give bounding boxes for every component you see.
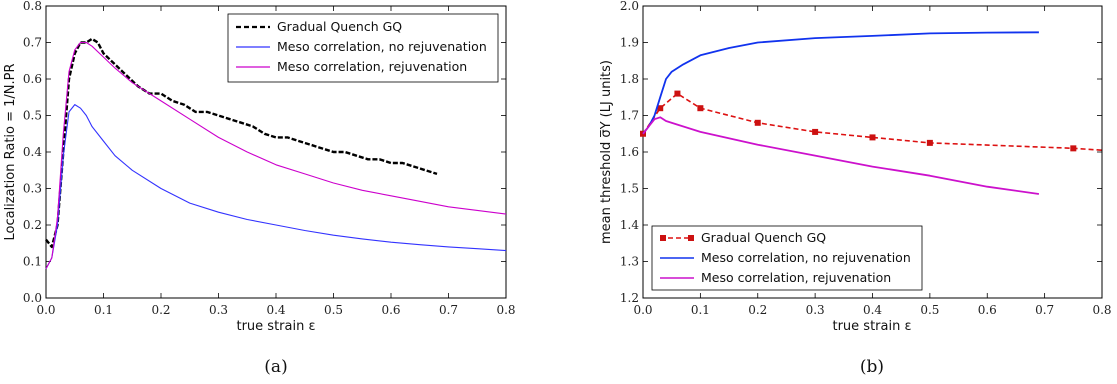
panel-b-x-tick-label: 0.8 (1092, 303, 1111, 317)
panel-b-y-tick-label: 2.0 (620, 0, 639, 13)
panel-a-y-tick-label: 0.2 (23, 218, 42, 232)
panel-b-series (640, 31, 1103, 195)
panel-b-x-tick-label: 0.6 (978, 303, 997, 317)
panel-a-ticks: 0.0 0.1 0.2 0.3 0.4 0.5 0.6 0.7 0.8 0.0 0.1 0.2 0.3 0… (23, 0, 516, 317)
panel-b-marker-gq (657, 105, 664, 112)
panel-b-marker-gq (869, 134, 876, 141)
panel-b-ticks: 0.0 0.1 0.2 0.3 0.4 0.5 0.6 0.7 0.8 1.2 1.3 1.4 1.5 1… (620, 0, 1112, 317)
panel-a-x-tick-label: 0.3 (209, 303, 228, 317)
panel-b-x-tick-label: 0.3 (806, 303, 825, 317)
panel-a-x-tick-label: 0.4 (266, 303, 285, 317)
panel-b-y-tick-label: 1.8 (620, 72, 639, 86)
panel-a-legend-label-gq: Gradual Quench GQ (277, 19, 402, 34)
panel-b-marker-gq (697, 105, 704, 112)
panel-a-x-tick-label: 0.0 (36, 303, 55, 317)
panel-a-x-tick-label: 0.5 (324, 303, 343, 317)
panel-b-legend-label-rejuv: Meso correlation, rejuvenation (701, 270, 891, 285)
panel-b-x-tick-label: 0.5 (920, 303, 939, 317)
panel-a-y-tick-label: 0.7 (23, 36, 42, 50)
panel-b-y-tick-label: 1.4 (620, 218, 639, 232)
panel-b-y-axis-label: mean threshold σ̅Y (LJ units) (599, 60, 614, 244)
panel-b-chart: 0.0 0.1 0.2 0.3 0.4 0.5 0.6 0.7 0.8 1.2 1.3 1.4 1.5 1… (599, 0, 1112, 377)
panel-b-y-tick-label: 1.3 (620, 255, 639, 269)
panel-b-series-gradual-quench-gq (642, 92, 1103, 151)
panel-a-y-tick-label: 0.8 (23, 0, 42, 13)
panel-b-x-tick-label: 0.2 (748, 303, 767, 317)
panel-a-legend: Gradual Quench GQ Meso correlation, no r… (227, 13, 499, 83)
panel-b-legend-box (651, 225, 923, 291)
panel-a-chart: 0.0 0.1 0.2 0.3 0.4 0.5 0.6 0.7 0.8 0.0 0.1 0.2 0.3 0… (3, 0, 516, 377)
panel-b-marker-gq (674, 90, 681, 97)
panel-a-x-tick-label: 0.6 (381, 303, 400, 317)
panel-b-x-tick-label: 0.1 (691, 303, 710, 317)
panel-b-x-tick-label: 0.7 (1035, 303, 1054, 317)
panel-a-y-tick-label: 0.1 (23, 255, 42, 269)
panel-a-y-tick-label: 0.3 (23, 182, 42, 196)
panel-a-caption: (a) (264, 357, 287, 377)
panel-b-y-tick-label: 1.5 (620, 182, 639, 196)
panel-b-legend-label-no-rejuv: Meso correlation, no rejuvenation (701, 250, 911, 265)
panel-b-series-meso-correlation-rejuvenation (642, 116, 1040, 195)
panel-b-y-tick-label: 1.6 (620, 145, 639, 159)
panel-a-y-axis-label: Localization Ratio = 1/N.PR (3, 63, 18, 240)
panel-b-y-tick-label: 1.7 (620, 109, 639, 123)
panel-b-marker-gq (812, 128, 819, 135)
panel-b-x-tick-label: 0.4 (863, 303, 882, 317)
panel-a-x-axis-label: true strain ε (236, 319, 315, 334)
panel-b-marker-gq (1070, 145, 1077, 152)
panel-a-y-tick-label: 0.0 (23, 291, 42, 305)
panel-b-x-axis-label: true strain ε (832, 319, 911, 334)
panel-b-legend-marker-gq-1 (660, 235, 666, 241)
panel-b-series-meso-correlation-no-rejuvenation (642, 31, 1039, 135)
panel-a-legend-label-rejuv: Meso correlation, rejuvenation (277, 59, 467, 74)
panel-a-x-tick-label: 0.2 (151, 303, 170, 317)
panel-a-x-tick-label: 0.8 (496, 303, 515, 317)
panel-b-caption: (b) (860, 357, 884, 377)
panel-b-legend: Gradual Quench GQ Meso correlation, no r… (651, 225, 923, 291)
panel-a-series (45, 37, 507, 270)
panel-a-x-tick-label: 0.1 (94, 303, 113, 317)
panel-a-y-tick-label: 0.6 (23, 72, 42, 86)
panel-a-series-meso-correlation-no-rejuvenation (45, 104, 507, 270)
panel-b-legend-label-gq: Gradual Quench GQ (701, 230, 826, 245)
panel-b-x-tick-label: 0.0 (633, 303, 652, 317)
panel-a-x-tick-label: 0.7 (439, 303, 458, 317)
panel-a-y-tick-label: 0.4 (23, 145, 42, 159)
panel-b-y-tick-label: 1.9 (620, 36, 639, 50)
panel-a-legend-box (227, 13, 499, 83)
panel-b-y-tick-label: 1.2 (620, 291, 639, 305)
panel-a-legend-label-no-rejuv: Meso correlation, no rejuvenation (277, 39, 487, 54)
panel-b-marker-gq (754, 119, 761, 126)
panel-b-legend-marker-gq-2 (688, 235, 694, 241)
panel-a-y-tick-label: 0.5 (23, 109, 42, 123)
panel-b-marker-gq (926, 139, 933, 146)
panel-a-series-meso-correlation-rejuvenation (45, 41, 507, 270)
